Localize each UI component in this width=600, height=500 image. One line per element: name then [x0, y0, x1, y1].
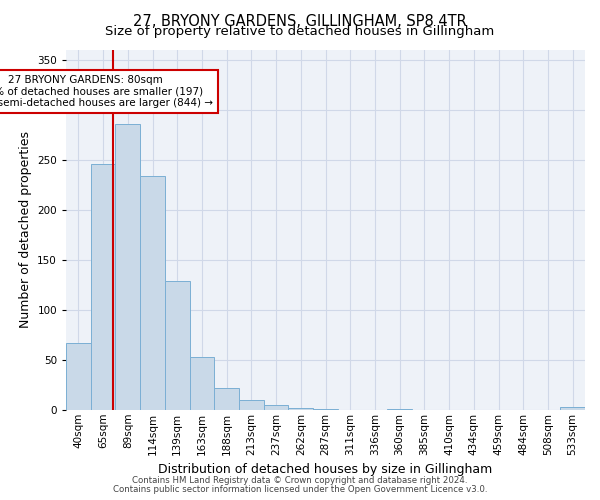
Bar: [115, 124, 140, 410]
Text: Size of property relative to detached houses in Gillingham: Size of property relative to detached ho…: [106, 25, 494, 38]
Bar: [66, 343, 91, 410]
Bar: [165, 281, 190, 410]
Y-axis label: Number of detached properties: Number of detached properties: [19, 132, 32, 328]
Text: 27 BRYONY GARDENS: 80sqm
← 19% of detached houses are smaller (197)
80% of semi-: 27 BRYONY GARDENS: 80sqm ← 19% of detach…: [0, 75, 213, 108]
Bar: [214, 388, 239, 410]
Bar: [313, 409, 338, 410]
Text: 27, BRYONY GARDENS, GILLINGHAM, SP8 4TR: 27, BRYONY GARDENS, GILLINGHAM, SP8 4TR: [133, 14, 467, 29]
Text: Contains public sector information licensed under the Open Government Licence v3: Contains public sector information licen…: [113, 484, 487, 494]
Bar: [239, 400, 264, 410]
Bar: [140, 176, 165, 410]
Bar: [560, 407, 585, 410]
Bar: [264, 405, 289, 410]
Bar: [91, 164, 115, 410]
Bar: [387, 409, 412, 410]
X-axis label: Distribution of detached houses by size in Gillingham: Distribution of detached houses by size …: [158, 463, 493, 476]
Text: Contains HM Land Registry data © Crown copyright and database right 2024.: Contains HM Land Registry data © Crown c…: [132, 476, 468, 485]
Bar: [190, 357, 214, 410]
Bar: [289, 408, 313, 410]
